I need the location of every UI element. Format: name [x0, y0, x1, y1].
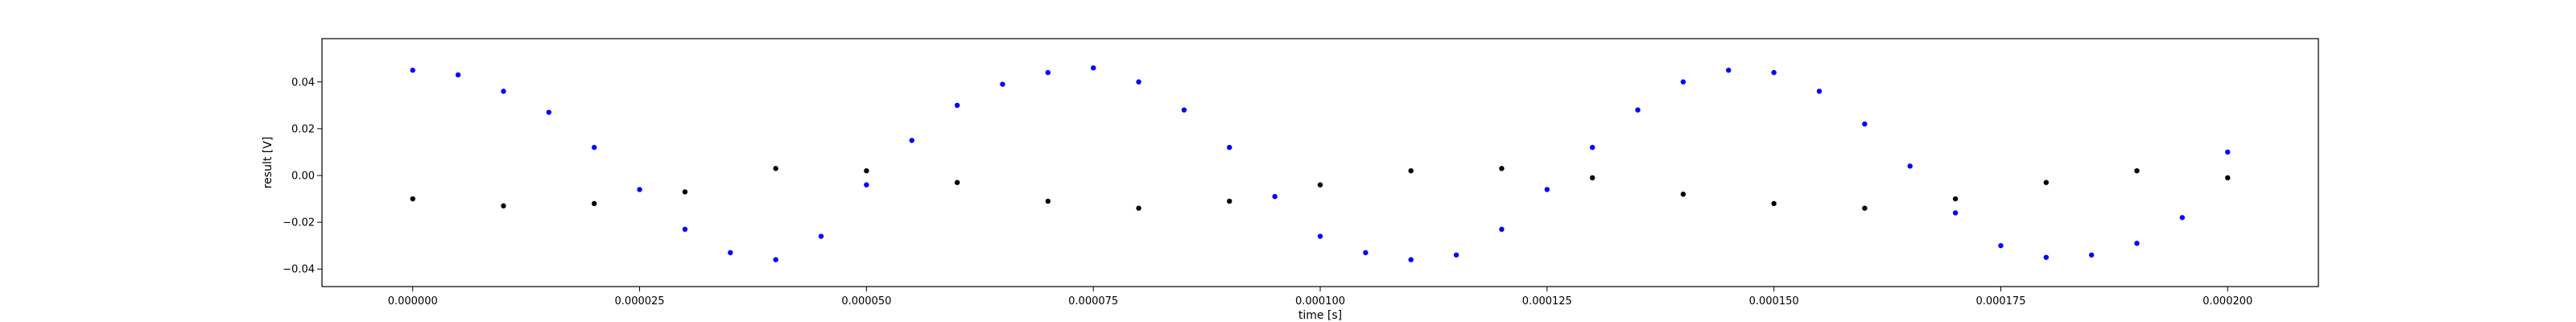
data-point — [1317, 182, 1323, 188]
data-point — [1680, 192, 1686, 197]
x-tick-label: 0.000050 — [841, 295, 891, 308]
data-point — [410, 196, 415, 202]
data-point — [1952, 210, 1959, 216]
data-point — [1635, 107, 1641, 113]
data-point — [1227, 144, 1232, 151]
data-point — [1408, 167, 1414, 174]
data-point — [591, 200, 597, 207]
data-point — [682, 226, 688, 233]
data-point — [1998, 242, 2004, 249]
data-point — [682, 189, 688, 195]
y-axis: −0.04 −0.02 0.00 0.02 0.04 — [283, 76, 322, 276]
data-point — [773, 166, 778, 171]
data-point — [1499, 226, 1505, 233]
data-point — [1045, 69, 1051, 76]
y-tick-label: 0.00 — [291, 170, 315, 182]
data-point — [410, 68, 415, 73]
series-0 — [410, 65, 2231, 262]
data-point — [1136, 79, 1141, 85]
data-point — [1227, 198, 1232, 204]
data-point — [1862, 205, 1868, 211]
data-point — [1589, 144, 1596, 151]
x-tick-label: 0.000000 — [388, 295, 438, 308]
y-tick-label: 0.02 — [291, 123, 315, 135]
data-point — [1952, 196, 1959, 202]
data-point — [2088, 252, 2095, 258]
data-point — [1907, 163, 1913, 169]
y-tick-label: −0.04 — [283, 264, 315, 276]
data-point — [1317, 233, 1323, 239]
data-point — [1771, 200, 1777, 207]
data-point — [2043, 180, 2050, 185]
data-point — [1680, 79, 1686, 85]
data-point — [546, 109, 552, 115]
data-point — [1544, 187, 1550, 192]
data-point — [1181, 107, 1187, 113]
data-point — [954, 102, 960, 109]
data-point — [1090, 65, 1096, 71]
data-point — [1726, 68, 1732, 73]
data-point — [1816, 89, 1823, 94]
x-tick-label: 0.000100 — [1295, 295, 1345, 308]
data-point — [2179, 215, 2186, 221]
data-point — [954, 180, 960, 185]
data-point — [1862, 121, 1868, 127]
data-point — [1771, 69, 1777, 76]
data-point — [1589, 175, 1596, 181]
data-point — [501, 89, 506, 94]
x-tick-label: 0.000175 — [1975, 295, 2025, 308]
plot-frame — [321, 38, 2319, 287]
y-axis-label: result [V] — [262, 137, 275, 189]
x-axis-label: time [s] — [1298, 309, 1342, 322]
series-layer — [410, 65, 2231, 262]
data-point — [818, 233, 824, 239]
x-tick-label: 0.000150 — [1749, 295, 1799, 308]
data-point — [728, 250, 733, 256]
data-point — [2225, 149, 2231, 155]
x-tick-label: 0.000125 — [1522, 295, 1572, 308]
data-point — [1136, 205, 1141, 211]
series-1 — [410, 166, 2231, 211]
data-point — [864, 182, 869, 188]
data-point — [2225, 175, 2231, 181]
y-tick-label: −0.02 — [283, 217, 315, 229]
data-point — [1363, 250, 1368, 256]
data-point — [1408, 257, 1414, 262]
data-point — [2134, 167, 2140, 174]
x-axis: 0.000000 0.000025 0.000050 0.000075 0.000100… — [388, 287, 2252, 308]
data-point — [864, 167, 869, 174]
data-point — [501, 203, 506, 208]
x-tick-label: 0.000200 — [2202, 295, 2252, 308]
data-point — [455, 72, 461, 78]
data-point — [1453, 252, 1459, 258]
y-tick-label: 0.04 — [291, 76, 315, 89]
x-tick-label: 0.000025 — [615, 295, 665, 308]
data-point — [909, 138, 914, 143]
data-point — [1272, 193, 1278, 200]
data-point — [1045, 198, 1051, 204]
data-point — [637, 187, 642, 192]
data-point — [1499, 166, 1505, 171]
data-point — [1000, 81, 1005, 87]
data-point — [2134, 241, 2140, 246]
x-tick-label: 0.000075 — [1068, 295, 1118, 308]
data-point — [773, 257, 778, 262]
data-point — [591, 144, 597, 151]
data-point — [2043, 254, 2050, 260]
